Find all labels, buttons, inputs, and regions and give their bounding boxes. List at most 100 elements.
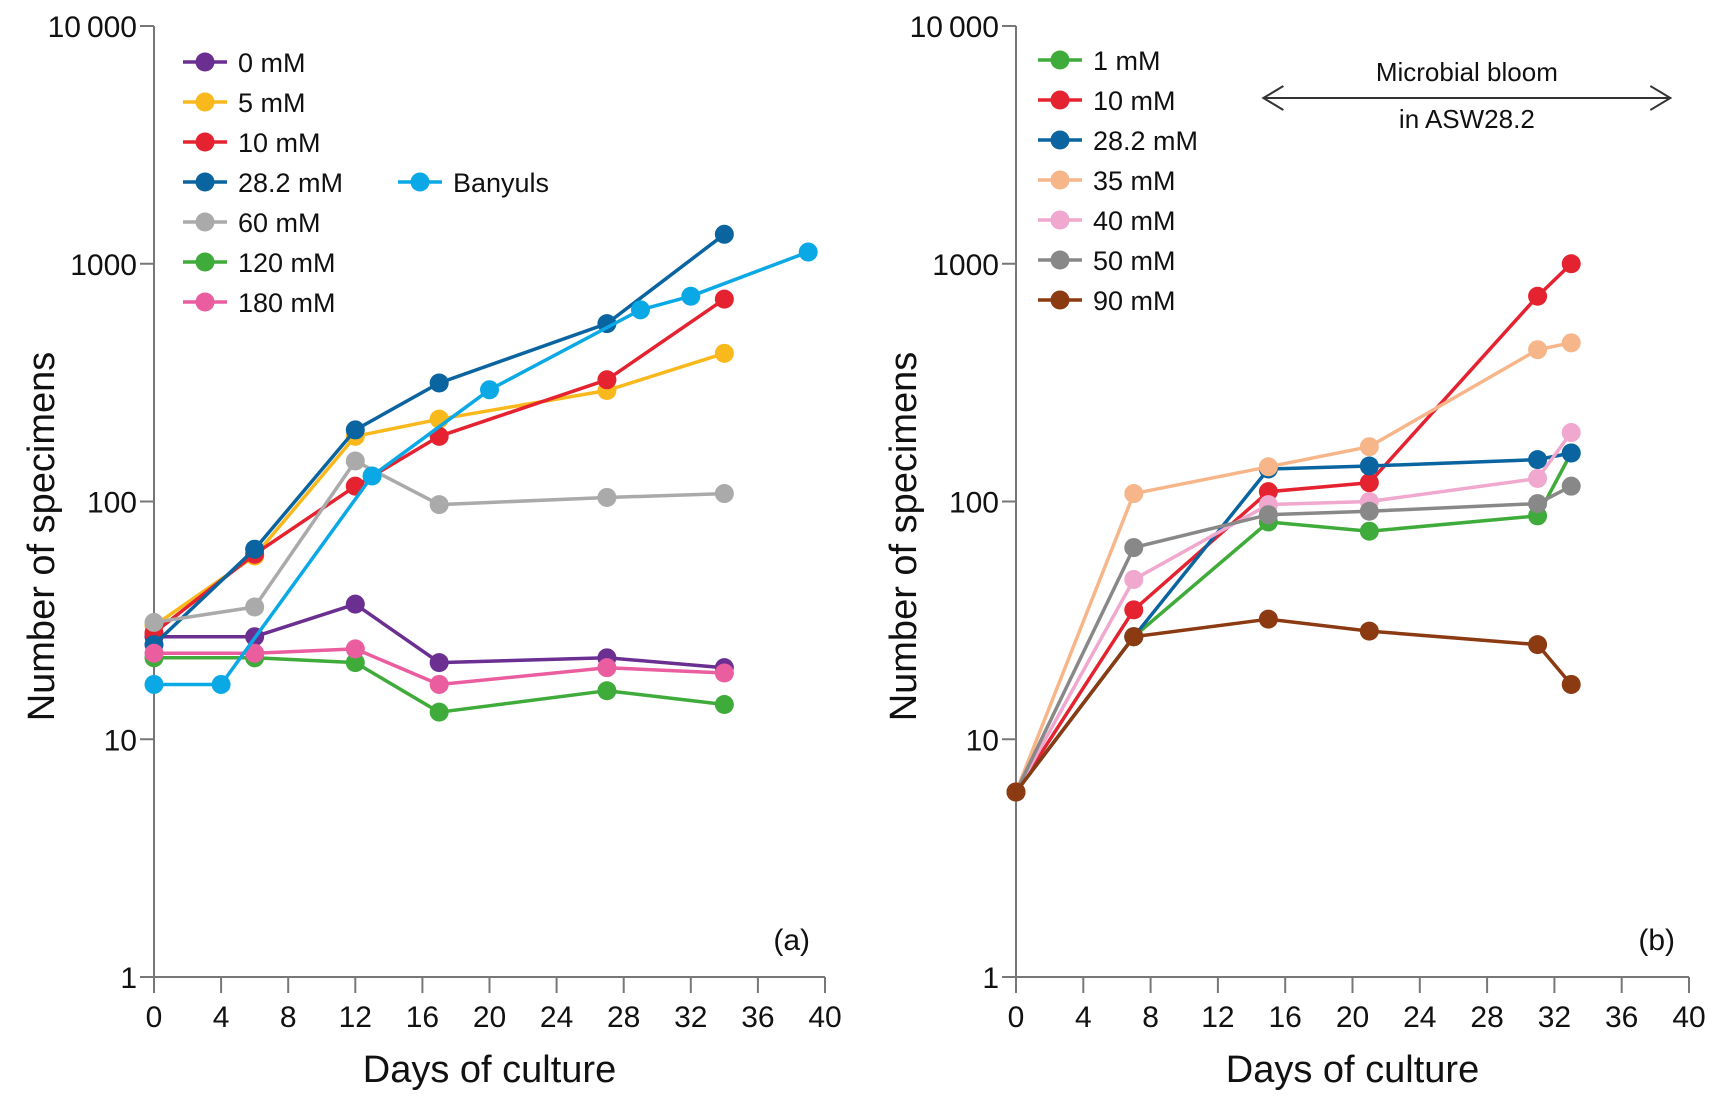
x-axis-title: Days of culture [363, 1049, 616, 1091]
legend-marker [1050, 210, 1070, 230]
y-tick-label: 1 [120, 962, 137, 995]
legend-marker [1050, 290, 1070, 310]
data-point [1528, 468, 1548, 488]
legend-label: 35 mM [1093, 166, 1176, 196]
x-tick-label: 40 [808, 1001, 841, 1034]
data-point [1528, 340, 1548, 360]
data-point [1359, 501, 1379, 521]
legend-marker [195, 52, 215, 72]
data-point [1561, 674, 1581, 694]
legend-item: 50 mM [1038, 246, 1176, 276]
data-point [1561, 254, 1581, 274]
series-line [154, 602, 725, 670]
data-point [362, 466, 382, 486]
data-point [429, 373, 449, 393]
legend-item: 10 mM [1038, 86, 1176, 116]
data-point [144, 643, 164, 663]
legend-marker [1050, 170, 1070, 190]
data-point [429, 674, 449, 694]
legend-marker [1050, 250, 1070, 270]
series-35-mm [1006, 333, 1581, 802]
x-tick-label: 8 [280, 1001, 297, 1034]
y-tick-label: 100 [87, 487, 137, 520]
x-tick-label: 20 [473, 1001, 506, 1034]
x-tick-label: 24 [540, 1001, 573, 1034]
data-point [1359, 456, 1379, 476]
legend-marker [1050, 130, 1070, 150]
series-10-mm [144, 289, 734, 643]
legend-label: 5 mM [238, 88, 306, 118]
data-point [345, 451, 365, 471]
legend-item: 28.2 mM [1038, 126, 1198, 156]
series-line [1014, 341, 1572, 793]
data-point [1258, 457, 1278, 477]
legend-label: 28.2 mM [1093, 126, 1198, 156]
data-point [144, 612, 164, 632]
data-point [245, 643, 265, 663]
legend: 0 mM 5 mM 10 mM 28.2 mM 60 mM 120 mM 180 mM Ban… [183, 48, 549, 318]
data-point [1561, 423, 1581, 443]
data-point [597, 658, 617, 678]
legend-marker [195, 212, 215, 232]
data-point [345, 639, 365, 659]
series-40-mm [1006, 423, 1581, 802]
x-axis-title: Days of culture [1226, 1049, 1479, 1091]
data-point [714, 484, 734, 504]
series-line [154, 647, 725, 687]
data-point [1258, 505, 1278, 525]
legend-label: 60 mM [238, 208, 321, 238]
data-point [714, 289, 734, 309]
legend-label: Banyuls [453, 168, 549, 198]
data-point [211, 674, 231, 694]
data-point [1561, 476, 1581, 496]
series-line [153, 351, 725, 628]
legend-item: 180 mM [183, 288, 336, 318]
series-10-mm [1006, 254, 1581, 802]
x-tick-label: 8 [1142, 1001, 1159, 1034]
x-tick-label: 24 [1403, 1001, 1436, 1034]
series-line [1014, 262, 1573, 793]
data-point [345, 653, 365, 673]
legend-item: 0 mM [183, 48, 306, 78]
data-point [345, 420, 365, 440]
data-point [480, 380, 499, 400]
legend-marker [195, 292, 215, 312]
data-point [597, 370, 617, 390]
series-banyuls [144, 242, 818, 694]
legend-marker [1050, 90, 1070, 110]
y-tick-label: 1000 [70, 249, 137, 282]
data-point [1258, 482, 1278, 502]
data-point [1359, 473, 1379, 493]
series-line [1014, 431, 1573, 793]
legend-item: Banyuls [398, 168, 549, 198]
x-tick-label: 4 [213, 1001, 230, 1034]
data-point [630, 300, 650, 320]
series-line [154, 656, 725, 714]
data-point [429, 495, 449, 515]
data-point [597, 681, 617, 701]
legend-marker [195, 252, 215, 272]
x-tick-label: 36 [1605, 1001, 1638, 1034]
legend-label: 120 mM [238, 248, 336, 278]
legend-label: 10 mM [1093, 86, 1176, 116]
legend-marker [195, 92, 215, 112]
arrowhead-right-icon [1649, 85, 1673, 111]
legend: 1 mM 10 mM 28.2 mM 35 mM 40 mM 50 mM 90 mM [1038, 46, 1198, 316]
x-tick-label: 12 [1201, 1001, 1234, 1034]
data-point [1124, 569, 1144, 589]
y-tick-label: 10 000 [48, 11, 137, 44]
series-90-mm [1006, 609, 1581, 802]
legend-item: 120 mM [183, 248, 336, 278]
data-point [1561, 333, 1581, 353]
panel-b: 1 10 100 1000 10 000 0 4 8 12 16 20 24 28 32 36 40 Days … [883, 11, 1706, 1091]
arrowhead-left-icon [1261, 85, 1284, 111]
data-point [714, 224, 734, 244]
data-point [1528, 494, 1548, 514]
legend-label: 0 mM [238, 48, 306, 78]
y-axis-title: Number of specimens [21, 352, 63, 722]
x-tick-label: 32 [1538, 1001, 1571, 1034]
panel-label: (a) [773, 924, 810, 957]
legend-label: 180 mM [238, 288, 336, 318]
legend-marker [195, 172, 215, 192]
